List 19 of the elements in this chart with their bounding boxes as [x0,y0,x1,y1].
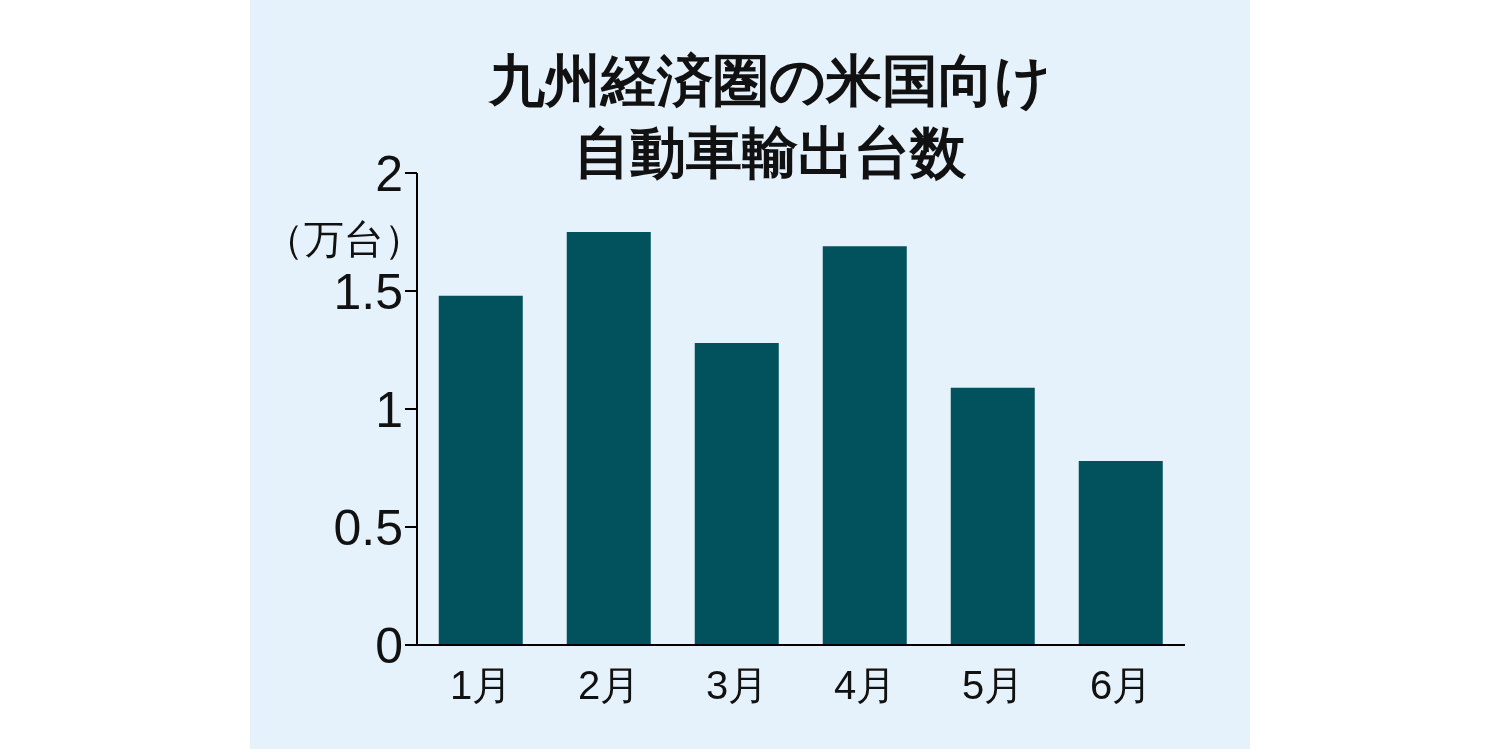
bar [950,387,1035,645]
y-tick-label: 1.5 [333,263,403,320]
y-tick-label: 1 [375,381,403,438]
bar [566,232,651,645]
bar [694,342,779,645]
y-tick-label: 2 [375,145,403,202]
x-tick-label: 2月 [577,663,641,708]
y-axis-title: （万台） [264,217,424,261]
x-tick-label: 3月 [705,663,769,708]
x-tick-label: 6月 [1089,663,1153,708]
chart-title: 九州経済圏の米国向け自動車輸出台数 [487,48,1052,186]
x-tick-label: 1月 [449,663,513,708]
x-tick-label: 5月 [961,663,1025,708]
bar [822,246,907,645]
bar [1078,460,1163,645]
x-tick-label: 4月 [833,663,897,708]
y-tick-label: 0 [375,617,403,674]
bar [438,295,523,645]
y-tick-label: 0.5 [333,499,403,556]
